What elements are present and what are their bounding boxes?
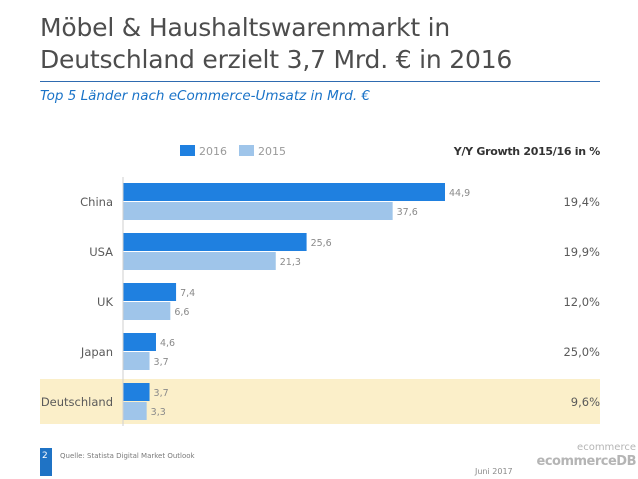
- page-number-badge: [40, 448, 52, 476]
- bar-2015-japan: [123, 352, 150, 370]
- bar-2016-japan: [123, 333, 156, 351]
- data-label-2016: 25,6: [311, 238, 332, 249]
- data-label-2015: 3,3: [151, 407, 166, 418]
- ecommercedb-logo: ecommerce ecommerceDB: [526, 442, 637, 476]
- data-label-2016: 4,6: [160, 338, 175, 349]
- data-label-2016: 3,7: [154, 388, 169, 399]
- page-number: 2: [42, 451, 48, 461]
- title-divider: [40, 81, 600, 82]
- source-note: Quelle: Statista Digital Market Outlook: [60, 452, 195, 460]
- logo-text-top: ecommerce: [577, 442, 636, 453]
- chart-subtitle: Top 5 Länder nach eCommerce-Umsatz in Mr…: [40, 88, 371, 104]
- logo-text-main: ecommerceDB: [536, 454, 637, 469]
- data-label-2015: 37,6: [397, 207, 418, 218]
- legend-label-2016: 2016: [199, 145, 227, 158]
- legend-swatch-2015: [239, 145, 254, 156]
- data-label-2015: 6,6: [174, 307, 189, 318]
- data-label-2016: 7,4: [180, 288, 195, 299]
- growth-value: 19,9%: [563, 245, 600, 259]
- bar-2015-usa: [123, 252, 276, 270]
- bar-2016-deutschland: [123, 383, 150, 401]
- bar-2015-deutschland: [123, 402, 147, 420]
- category-label: Deutschland: [41, 395, 113, 409]
- date-label: Juni 2017: [475, 467, 513, 476]
- growth-value: 9,6%: [571, 395, 600, 409]
- category-label: China: [80, 195, 113, 209]
- data-label-2015: 3,7: [154, 357, 169, 368]
- growth-value: 12,0%: [563, 295, 600, 309]
- bar-2016-china: [123, 183, 445, 201]
- title-line-2: Deutschland erzielt 3,7 Mrd. € in 2016: [40, 45, 513, 74]
- bar-2015-china: [123, 202, 393, 220]
- bar-2015-uk: [123, 302, 171, 320]
- category-label: Japan: [80, 345, 113, 359]
- bar-2016-uk: [123, 283, 177, 301]
- legend-swatch-2016: [180, 145, 195, 156]
- data-label-2016: 44,9: [449, 188, 470, 199]
- data-label-2015: 21,3: [280, 257, 301, 268]
- page-title: Möbel & Haushaltswarenmarkt in Deutschla…: [40, 12, 600, 76]
- growth-column-header: Y/Y Growth 2015/16 in %: [453, 145, 600, 158]
- growth-value: 19,4%: [563, 195, 600, 209]
- title-line-1: Möbel & Haushaltswarenmarkt in: [40, 13, 451, 42]
- category-label: UK: [97, 295, 113, 309]
- growth-value: 25,0%: [563, 345, 600, 359]
- legend-label-2015: 2015: [258, 145, 286, 158]
- bar-2016-usa: [123, 233, 307, 251]
- category-label: USA: [89, 245, 113, 259]
